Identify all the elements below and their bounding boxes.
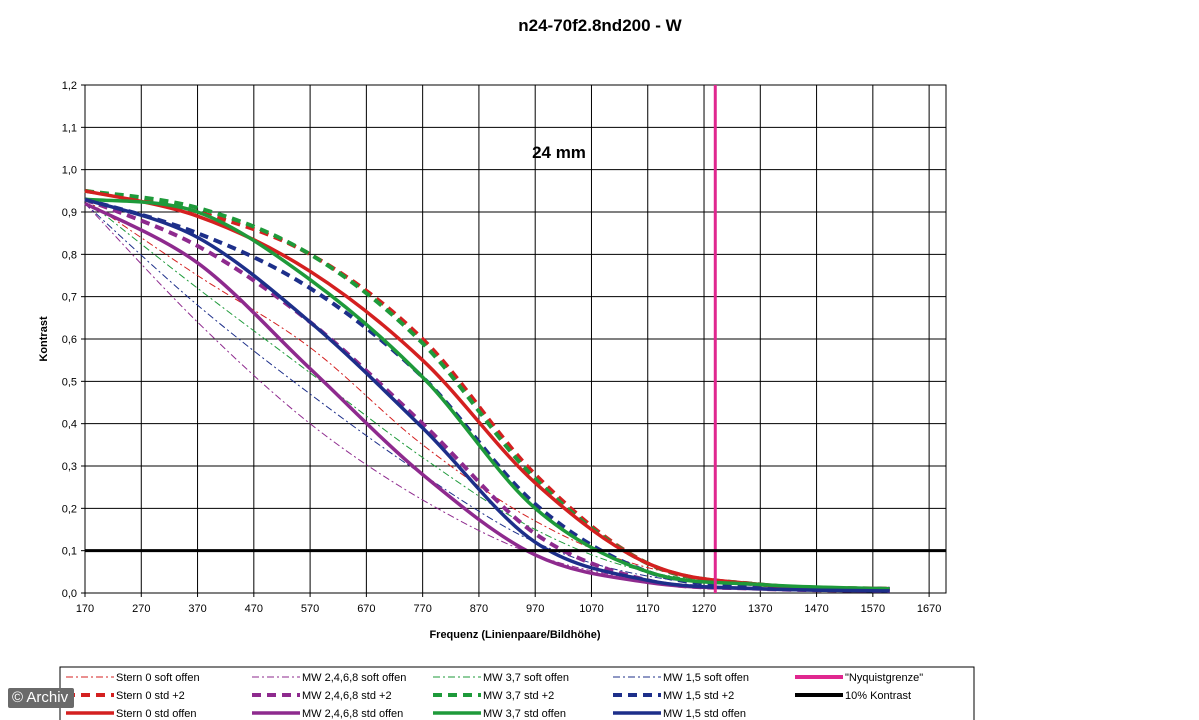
x-tick-label: 1070 xyxy=(579,603,603,615)
x-tick-label: 670 xyxy=(357,603,375,615)
focal-length-annotation: 24 mm xyxy=(532,143,586,162)
series-line-3 xyxy=(84,203,890,590)
legend-label: MW 1,5 std offen xyxy=(663,708,746,720)
legend-label: MW 3,7 soft offen xyxy=(483,672,569,684)
series-line-8 xyxy=(84,197,890,591)
copyright-watermark: © Archiv xyxy=(8,688,75,708)
series-line-12 xyxy=(84,197,890,591)
x-tick-label: 570 xyxy=(301,603,319,615)
x-tick-label: 1370 xyxy=(748,603,772,615)
y-tick-label: 1,0 xyxy=(62,165,77,177)
y-tick-label: 0,8 xyxy=(62,249,77,261)
series-line-13 xyxy=(84,197,890,593)
reference-lines xyxy=(85,85,946,593)
x-tick-label: 970 xyxy=(526,603,544,615)
legend-label: Stern 0 std offen xyxy=(116,708,197,720)
legend-label: Stern 0 std +2 xyxy=(116,690,185,702)
y-tick-labels: 0,0 0,1 0,2 0,3 0,4 0,5 0,6 0,7 0,8 0,9 1,0 1,1 1,2 xyxy=(62,80,77,600)
x-tick-label: 1470 xyxy=(804,603,828,615)
y-tick-label: 0,6 xyxy=(62,334,77,346)
x-tick-label: 1170 xyxy=(636,603,660,615)
y-tick-label: 0,7 xyxy=(62,292,77,304)
legend-label: MW 2,4,6,8 std offen xyxy=(302,708,403,720)
y-tick-label: 0,0 xyxy=(62,588,77,600)
y-tick-label: 0,1 xyxy=(62,546,77,558)
legend-label: 10% Kontrast xyxy=(845,690,911,702)
x-tick-label: 170 xyxy=(76,603,94,615)
x-tick-label: 1270 xyxy=(692,603,716,615)
legend-label: MW 2,4,6,8 soft offen xyxy=(302,672,406,684)
y-tick-label: 0,3 xyxy=(62,461,77,473)
grid xyxy=(81,84,946,597)
legend-label: MW 2,4,6,8 std +2 xyxy=(302,690,392,702)
legend: Stern 0 soft offen MW 2,4,6,8 soft offen M… xyxy=(59,666,975,720)
legend-label: MW 3,7 std +2 xyxy=(483,690,554,702)
y-tick-label: 0,5 xyxy=(62,376,77,388)
y-tick-label: 1,1 xyxy=(62,122,77,134)
x-axis-label: Frequenz (Linienpaare/Bildhöhe) xyxy=(429,629,600,641)
legend-label: "Nyquistgrenze" xyxy=(845,672,923,684)
series-layer xyxy=(84,188,890,593)
x-tick-label: 370 xyxy=(188,603,206,615)
legend-label: MW 1,5 soft offen xyxy=(663,672,749,684)
x-tick-label: 1570 xyxy=(861,603,885,615)
x-tick-labels: 170 270 370 470 570 670 770 870 970 1070 1170 1270 1… xyxy=(76,603,942,615)
x-tick-label: 770 xyxy=(413,603,431,615)
legend-label: Stern 0 soft offen xyxy=(116,672,200,684)
y-tick-label: 1,2 xyxy=(62,80,77,92)
y-tick-label: 0,4 xyxy=(62,419,77,431)
series-line-2 xyxy=(84,198,890,590)
chart-title: n24-70f2.8nd200 - W xyxy=(518,16,682,35)
x-tick-label: 870 xyxy=(470,603,488,615)
y-tick-label: 0,9 xyxy=(62,207,77,219)
x-tick-label: 470 xyxy=(245,603,263,615)
legend-label: MW 1,5 std +2 xyxy=(663,690,734,702)
y-axis-label: Kontrast xyxy=(38,316,50,362)
legend-label: MW 3,7 std offen xyxy=(483,708,566,720)
y-tick-label: 0,2 xyxy=(62,503,77,515)
x-tick-label: 1670 xyxy=(917,603,941,615)
x-tick-label: 270 xyxy=(132,603,150,615)
